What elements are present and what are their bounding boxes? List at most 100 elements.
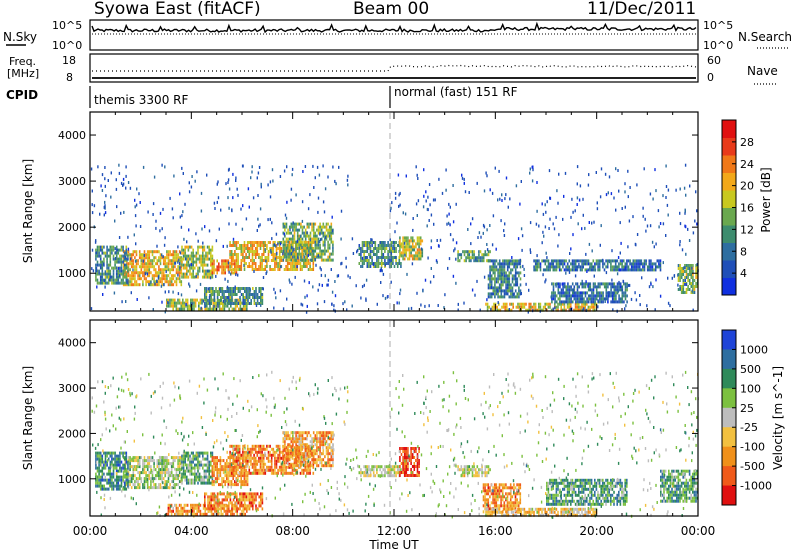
power-scatter-cell — [90, 307, 93, 311]
power-cell — [685, 267, 688, 270]
power-scatter-cell — [243, 264, 245, 267]
velocity-cell — [275, 450, 278, 454]
power-scatter-cell — [371, 238, 373, 242]
velocity-cell — [226, 477, 228, 481]
power-cell — [606, 262, 609, 266]
power-cell — [319, 228, 321, 232]
velocity-cell — [101, 475, 104, 479]
power-scatter-cell — [189, 284, 191, 288]
velocity-cell — [159, 486, 162, 490]
velocity-cell — [190, 463, 193, 467]
power-cell — [418, 251, 420, 255]
power-cell — [390, 259, 393, 262]
power-cell — [172, 265, 175, 269]
power-cell — [586, 291, 588, 295]
power-scatter-cell — [142, 165, 145, 169]
power-scatter-cell — [159, 211, 162, 215]
power-cell — [692, 288, 694, 291]
power-cell — [324, 246, 326, 250]
power-cell — [103, 281, 105, 285]
power-scatter-cell — [568, 270, 571, 274]
power-scatter-cell — [494, 166, 496, 170]
power-cell — [579, 308, 582, 312]
power-cell — [516, 280, 519, 284]
power-cell — [111, 245, 113, 249]
power-cell — [390, 256, 393, 259]
velocity-cell — [248, 465, 251, 469]
power-cell — [470, 259, 472, 263]
power-cell — [300, 240, 302, 244]
power-cell — [611, 259, 614, 263]
power-cell — [190, 260, 193, 264]
power-cell — [478, 256, 480, 260]
power-cell — [95, 272, 97, 276]
power-cell — [134, 268, 136, 272]
velocity-cell — [226, 474, 228, 478]
power-scatter-cell — [416, 291, 418, 295]
power-cell — [269, 247, 271, 250]
velocity-cell — [269, 468, 271, 472]
power-cell — [243, 250, 246, 253]
power-cell — [130, 253, 133, 257]
power-cell — [504, 305, 506, 309]
power-scatter-cell — [161, 300, 163, 304]
power-cell — [494, 262, 496, 266]
velocity-cell — [259, 465, 262, 469]
power-cell — [256, 241, 259, 244]
power-cell — [267, 256, 270, 259]
power-cell — [615, 294, 617, 298]
power-scatter-cell — [284, 213, 287, 217]
power-cell — [213, 290, 216, 293]
power-cell — [502, 295, 504, 299]
velocity-cell — [114, 460, 116, 464]
velocity-cell — [119, 454, 121, 458]
power-scatter-cell — [384, 296, 387, 300]
power-cell — [563, 300, 566, 304]
power-cell — [115, 254, 118, 258]
velocity-cell — [172, 474, 175, 478]
power-cell — [159, 253, 162, 257]
power-cell — [538, 302, 540, 306]
power-cell — [497, 268, 499, 272]
velocity-cell — [181, 463, 183, 467]
velocity-cell — [184, 475, 186, 479]
power-cell — [200, 260, 202, 264]
power-cell — [159, 268, 162, 272]
power-cell — [366, 262, 369, 265]
power-cell — [536, 259, 539, 263]
power-cell — [159, 262, 162, 266]
power-cell — [489, 280, 491, 284]
power-cell — [170, 253, 173, 257]
power-cell — [295, 258, 297, 262]
power-scatter-cell — [429, 203, 431, 207]
power-cell — [216, 265, 218, 269]
power-scatter-cell — [604, 172, 607, 176]
power-cell — [309, 246, 312, 250]
velocity-cell — [200, 451, 202, 455]
velocity-cell — [218, 471, 220, 475]
power-cell — [312, 240, 315, 244]
power-cell — [255, 296, 257, 299]
power-cell — [502, 268, 504, 272]
power-scatter-cell — [250, 176, 252, 180]
power-scatter-cell — [511, 256, 513, 259]
power-scatter-cell — [692, 231, 695, 235]
power-scatter-cell — [275, 244, 277, 248]
power-cell — [230, 268, 233, 272]
velocity-cell — [202, 451, 204, 455]
power-scatter-cell — [650, 282, 652, 286]
power-cell — [232, 290, 235, 293]
power-cell — [573, 259, 575, 263]
power-cell — [202, 266, 204, 270]
power-cell — [169, 298, 171, 302]
power-cell — [380, 244, 383, 247]
velocity-cell — [143, 468, 146, 472]
power-cell — [411, 239, 414, 243]
power-cell — [560, 294, 563, 298]
velocity-cell — [182, 466, 185, 470]
velocity-cell — [234, 483, 236, 487]
power-cell — [210, 290, 212, 293]
power-cell — [161, 274, 163, 278]
velocity-cell — [277, 453, 279, 457]
power-scatter-cell — [295, 193, 297, 197]
